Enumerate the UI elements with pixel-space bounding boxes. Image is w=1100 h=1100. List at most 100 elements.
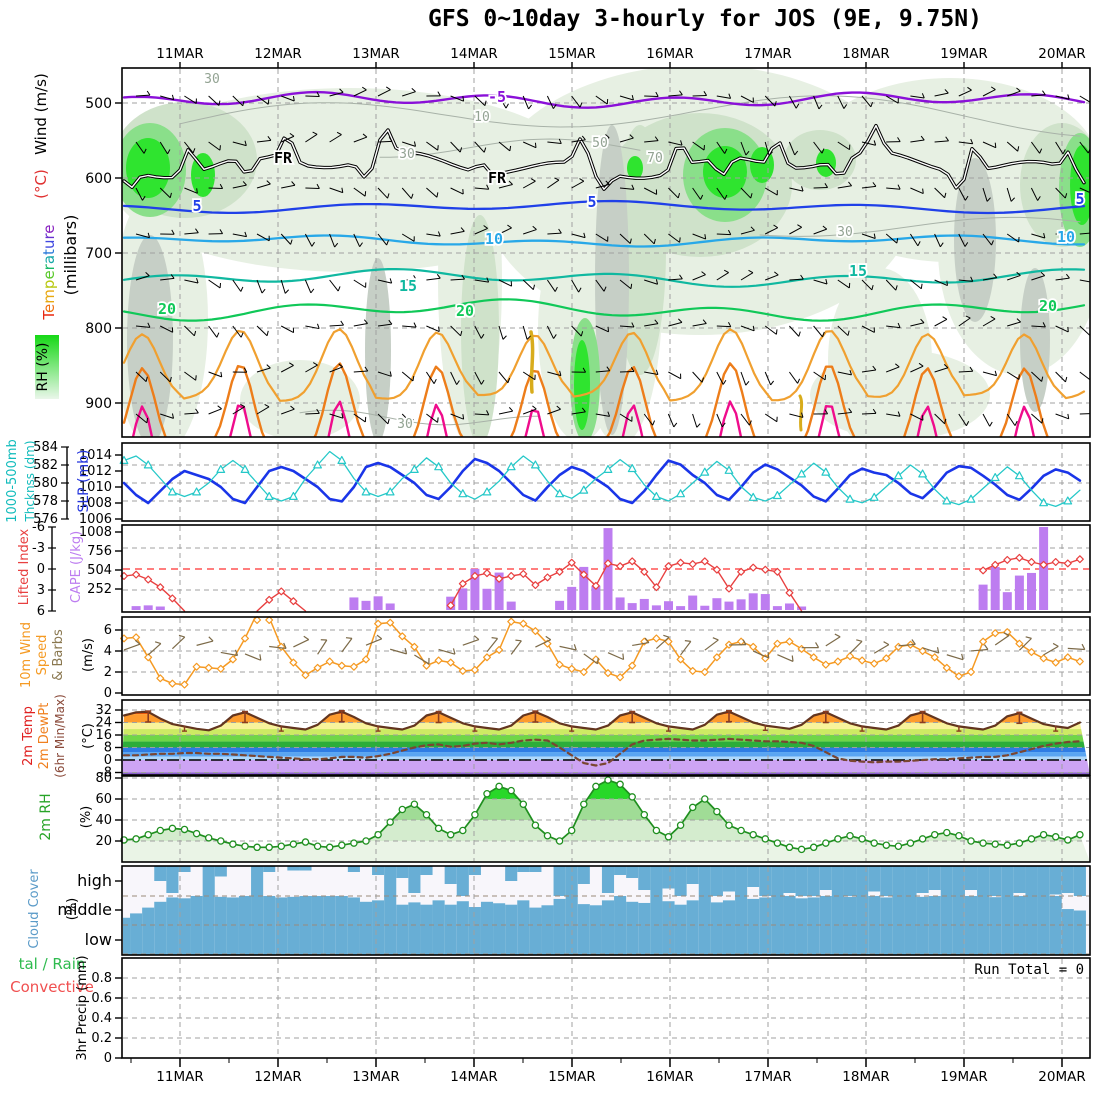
axis-title: Convective	[10, 978, 94, 996]
date-label-top: 18MAR	[842, 46, 889, 62]
li-tick: -3	[32, 541, 45, 556]
rh-tick: 20	[95, 834, 112, 849]
chart-title: GFS 0~10day 3-hourly for JOS (9E, 9.75N)	[428, 6, 982, 32]
axis-titles: Wind (m/s) (°C) (millibars) 1000-500mb Thckn…	[5, 73, 96, 1060]
pressure-tick: 900	[85, 396, 112, 412]
axis-title: 2m RH	[38, 793, 54, 840]
cloud-row-label: middle	[57, 900, 112, 919]
slp-tick: 1010	[79, 480, 112, 495]
rh-contour-label: 30	[397, 417, 413, 432]
slp-tick: 1012	[79, 464, 112, 479]
axis-title: 3hr Precip (mm)	[75, 955, 90, 1060]
thickness-tick: 584	[33, 440, 58, 455]
pressure-tick: 700	[85, 246, 112, 262]
panel-rh2m	[120, 776, 1090, 862]
contour-label: 5	[587, 193, 596, 211]
temp-tick: -8	[99, 766, 112, 781]
slp-tick: 1014	[79, 448, 112, 463]
precip-tick: 0.4	[91, 1011, 112, 1026]
wind-tick: 6	[104, 623, 112, 638]
axis-title: CAPE (J/kg)	[69, 531, 84, 603]
wind-tick: 2	[104, 665, 112, 680]
date-label-top: 17MAR	[744, 46, 791, 62]
contour-label: 5	[1075, 190, 1084, 208]
precip-tick: 0.2	[91, 1031, 112, 1046]
precip-tick: 0	[104, 1051, 112, 1066]
cape-tick: 504	[87, 563, 112, 578]
date-label-bottom: 18MAR	[842, 1069, 889, 1085]
panel-cloud-cover	[122, 866, 1090, 955]
panel-upper-air: -5FRFRFR5551010151520202030105030703030	[122, 68, 1090, 437]
axis-title: 10m Wind	[19, 622, 34, 688]
thickness-tick: 580	[33, 476, 58, 491]
date-label-bottom: 20MAR	[1038, 1069, 1085, 1085]
axis-title: (millibars)	[61, 215, 80, 296]
axis-title: 1000-500mb	[5, 439, 20, 523]
date-label-bottom: 13MAR	[352, 1069, 399, 1085]
axis-title: (m/s)	[81, 638, 96, 672]
axis-title: 2m DewPt	[37, 703, 52, 770]
cloud-row-label: low	[85, 930, 112, 949]
date-label-top: 19MAR	[940, 46, 987, 62]
contour-label: 15	[399, 277, 417, 295]
date-label-top: 14MAR	[450, 46, 497, 62]
contour-label: 15	[849, 262, 867, 280]
wind-tick: 0	[104, 686, 112, 701]
date-label-bottom: 16MAR	[646, 1069, 693, 1085]
pressure-tick: 800	[85, 321, 112, 337]
date-label-top: 11MAR	[156, 46, 203, 62]
contour-label: 20	[1039, 297, 1057, 315]
thickness-tick: 576	[33, 512, 58, 527]
rh-contour-label: 30	[837, 225, 853, 240]
temp-tick: 32	[95, 703, 112, 718]
contour-label: 20	[456, 302, 474, 320]
axis-title: tal / Rain	[19, 955, 86, 973]
cloud-row-label: high	[77, 871, 112, 890]
panel-slp-thickness	[119, 444, 1089, 520]
thickness-tick: 582	[33, 458, 58, 473]
date-label-top: 13MAR	[352, 46, 399, 62]
axis-title: (°C)	[81, 723, 96, 749]
axis-title: & Barbs	[51, 629, 66, 681]
li-tick: 0	[37, 562, 45, 577]
run-total-label: Run Total = 0	[974, 962, 1084, 978]
axis-title: Lifted Index	[17, 528, 32, 605]
precip-tick: 0.8	[91, 971, 112, 986]
wind-tick: 4	[104, 644, 112, 659]
date-label-bottom: 17MAR	[744, 1069, 791, 1085]
axis-title: 2m Temp	[21, 706, 36, 766]
temp-tick: 16	[95, 728, 112, 743]
rh-tick: 40	[95, 813, 112, 828]
contour-label: FR	[488, 169, 507, 187]
precip-tick: 0.6	[91, 991, 112, 1006]
date-label-bottom: 14MAR	[450, 1069, 497, 1085]
temp-tick: 24	[95, 716, 112, 731]
temp-tick: 8	[104, 741, 112, 756]
slp-tick: 1008	[79, 496, 112, 511]
date-label-bottom: 19MAR	[940, 1069, 987, 1085]
contour-label: FR	[274, 149, 293, 167]
contour-label: -5	[488, 88, 506, 106]
axis-title: (6hr Min/Max)	[53, 694, 67, 778]
cape-tick: 1008	[79, 525, 112, 540]
rh-axis-title: RH (%)	[35, 343, 51, 392]
axis-title: (%)	[79, 806, 94, 829]
axis-title: Cloud Cover	[27, 869, 42, 949]
panel-t2m	[122, 701, 1090, 775]
axis-title: (%)	[65, 898, 80, 921]
date-label-bottom: 11MAR	[156, 1069, 203, 1085]
axis-title: Speed	[35, 635, 50, 676]
panel-wind10m	[120, 616, 1089, 694]
contour-label: 10	[1057, 228, 1075, 246]
rh-contour-label: 30	[399, 147, 415, 162]
rh-contour-label: 50	[592, 136, 608, 151]
panel-li-cape	[120, 526, 1089, 612]
contour-label: 10	[485, 230, 503, 248]
slp-tick: 1006	[79, 512, 112, 527]
rh-contour-label: 10	[474, 110, 490, 125]
axis-title: Wind (m/s)	[32, 73, 50, 155]
cape-tick: 252	[87, 582, 112, 597]
panel-precip: Run Total = 0	[123, 959, 1089, 1057]
